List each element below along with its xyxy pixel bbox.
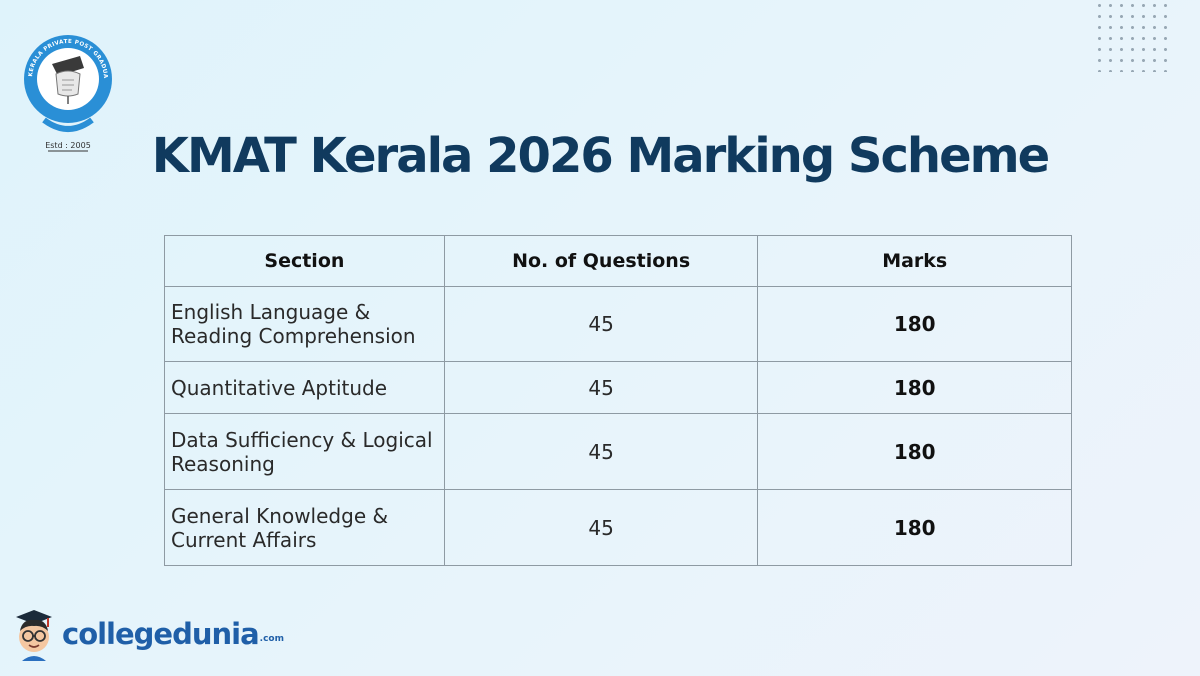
section-name-line2: Reasoning: [171, 451, 275, 476]
decorative-dot-grid: [1094, 0, 1170, 72]
header-section: Section: [164, 235, 445, 287]
marks-cell: 180: [757, 413, 1072, 490]
questions-cell: 45: [443, 413, 759, 490]
association-seal-logo: KERALA PRIVATE POST GRADUATE COLLEGES AS…: [18, 34, 112, 152]
section-cell: English Language & Reading Comprehension: [164, 286, 445, 362]
section-cell: Data Sufficiency & Logical Reasoning: [164, 413, 445, 490]
section-name-line2: Reading Comprehension: [171, 324, 416, 348]
header-marks: Marks: [757, 235, 1072, 287]
section-name-line1: Data Sufficiency & Logical: [171, 427, 433, 452]
collegedunia-brand: collegedunia .com: [12, 604, 284, 664]
questions-cell: 45: [443, 489, 759, 566]
header-questions: No. of Questions: [443, 235, 759, 287]
table-header-row: Section No. of Questions Marks: [164, 235, 1072, 287]
brand-name: collegedunia: [62, 617, 260, 651]
marks-cell: 180: [757, 361, 1072, 414]
table-row: Quantitative Aptitude 45 180: [164, 361, 1072, 414]
marks-cell: 180: [757, 286, 1072, 362]
table-row: English Language & Reading Comprehension…: [164, 286, 1072, 362]
marking-scheme-table: Section No. of Questions Marks English L…: [164, 235, 1072, 566]
table-row: General Knowledge & Current Affairs 45 1…: [164, 489, 1072, 566]
section-cell: General Knowledge & Current Affairs: [164, 489, 445, 566]
questions-cell: 45: [443, 286, 759, 362]
table-row: Data Sufficiency & Logical Reasoning 45 …: [164, 413, 1072, 490]
questions-cell: 45: [443, 361, 759, 414]
section-name-line1: English Language &: [171, 300, 371, 324]
marks-cell: 180: [757, 489, 1072, 566]
section-cell: Quantitative Aptitude: [164, 361, 445, 414]
brand-suffix: .com: [259, 634, 284, 644]
section-name-line1: General Knowledge &: [171, 503, 389, 528]
section-name-line1: Quantitative Aptitude: [171, 375, 388, 400]
section-name-line2: Current Affairs: [171, 527, 317, 552]
graduate-mascot-icon: [16, 610, 52, 661]
page-title: KMAT Kerala 2026 Marking Scheme: [151, 128, 1050, 184]
seal-estd-text: Estd : 2005: [45, 141, 91, 150]
